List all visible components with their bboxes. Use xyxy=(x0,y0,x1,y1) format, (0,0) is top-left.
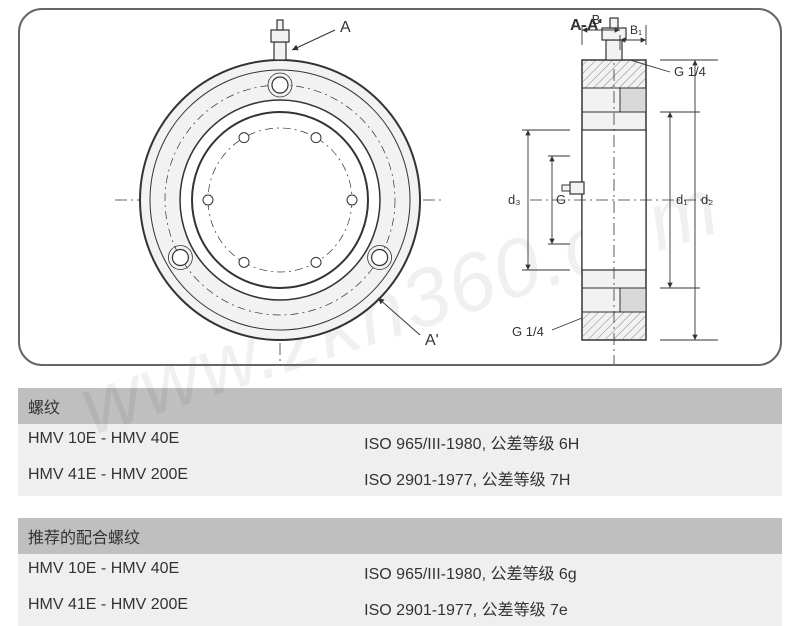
table-row: HMV 10E - HMV 40E ISO 965/III-1980, 公差等级… xyxy=(18,424,782,460)
section-title: A-A' xyxy=(570,17,602,34)
cell: HMV 41E - HMV 200E xyxy=(18,590,354,626)
table1-header: 螺纹 xyxy=(18,388,782,424)
table2-header: 推荐的配合螺纹 xyxy=(18,518,782,554)
dim-d2: d₂ xyxy=(701,192,713,207)
cell: ISO 2901-1977, 公差等级 7H xyxy=(354,460,782,496)
cell: HMV 10E - HMV 40E xyxy=(18,554,354,590)
thread-top: G 1/4 xyxy=(674,64,706,79)
table-row: HMV 41E - HMV 200E ISO 2901-1977, 公差等级 7… xyxy=(18,590,782,626)
cell: ISO 2901-1977, 公差等级 7e xyxy=(354,590,782,626)
label-A: A xyxy=(340,19,351,36)
dim-d3: d₃ xyxy=(508,192,521,207)
diagram-panel: A A' xyxy=(18,8,782,366)
dim-B1: B₁ xyxy=(630,23,642,37)
table-row: HMV 41E - HMV 200E ISO 2901-1977, 公差等级 7… xyxy=(18,460,782,496)
dim-d1: d₁ xyxy=(676,192,688,207)
label-Aprime: A' xyxy=(425,332,439,349)
dim-G: G xyxy=(556,192,566,207)
cell: ISO 965/III-1980, 公差等级 6g xyxy=(354,554,782,590)
cell: HMV 10E - HMV 40E xyxy=(18,424,354,460)
table-row: HMV 10E - HMV 40E ISO 965/III-1980, 公差等级… xyxy=(18,554,782,590)
cell: ISO 965/III-1980, 公差等级 6H xyxy=(354,424,782,460)
front-view: A A' xyxy=(115,19,445,364)
spec-tables: 螺纹 HMV 10E - HMV 40E ISO 965/III-1980, 公… xyxy=(18,388,782,626)
cell: HMV 41E - HMV 200E xyxy=(18,460,354,496)
thread-bottom: G 1/4 xyxy=(512,324,544,339)
tech-drawing: A A' xyxy=(20,10,780,364)
section-view: B B₁ G 1/4 G 1/4 d₁ d₂ xyxy=(508,12,718,364)
